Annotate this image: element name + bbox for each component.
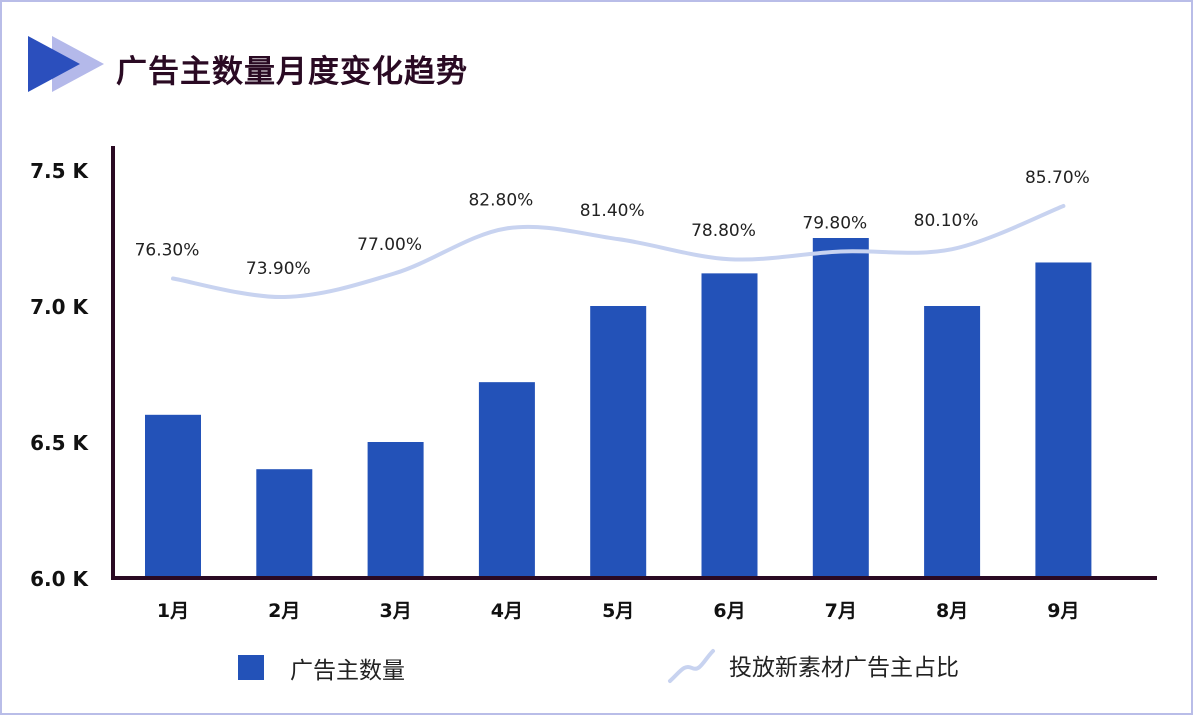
line-data-label: 73.90% bbox=[246, 259, 311, 279]
y-tick-label: 7.5 K bbox=[30, 159, 89, 183]
bar-3月 bbox=[367, 442, 424, 578]
line-data-label: 81.40% bbox=[580, 201, 645, 221]
x-tick-label: 6月 bbox=[713, 600, 745, 622]
line-data-label: 77.00% bbox=[357, 235, 422, 255]
x-tick-label: 2月 bbox=[268, 600, 300, 622]
bar-1月 bbox=[145, 414, 201, 578]
x-tick-label: 1月 bbox=[157, 600, 189, 622]
x-tick-label: 7月 bbox=[825, 600, 857, 622]
legend: 广告主数量 投放新素材广告主占比 bbox=[238, 649, 959, 684]
y-tick-label: 6.5 K bbox=[30, 431, 89, 455]
line-data-label: 78.80% bbox=[691, 221, 756, 241]
legend-line-swatch bbox=[668, 649, 715, 683]
legend-label-bar: 广告主数量 bbox=[290, 658, 405, 684]
line-data-label: 76.30% bbox=[135, 240, 200, 260]
bar-5月 bbox=[590, 306, 647, 578]
chart-title: 广告主数量月度变化趋势 bbox=[116, 54, 468, 90]
legend-label-line: 投放新素材广告主占比 bbox=[729, 655, 959, 681]
bar-9月 bbox=[1035, 262, 1092, 578]
legend-bar-swatch bbox=[238, 655, 264, 680]
bar-8月 bbox=[924, 306, 981, 578]
x-tick-label: 3月 bbox=[379, 600, 411, 622]
y-tick-label: 6.0 K bbox=[30, 567, 89, 591]
line-data-label: 79.80% bbox=[802, 214, 867, 234]
bar-2月 bbox=[256, 469, 313, 578]
bar-7月 bbox=[812, 238, 869, 578]
line-series bbox=[171, 204, 1066, 300]
bar-4月 bbox=[478, 382, 535, 578]
x-tick-label: 9月 bbox=[1047, 600, 1079, 622]
line-data-label: 80.10% bbox=[914, 211, 979, 231]
line-path bbox=[171, 204, 1066, 300]
bar-series bbox=[145, 238, 1092, 578]
x-tick-label: 8月 bbox=[936, 600, 968, 622]
play-arrow-icon bbox=[28, 36, 104, 92]
line-data-label: 85.70% bbox=[1025, 168, 1090, 188]
y-tick-label: 7.0 K bbox=[30, 295, 89, 319]
bar-6月 bbox=[701, 273, 758, 578]
x-tick-label: 4月 bbox=[491, 600, 523, 622]
line-data-label: 82.80% bbox=[468, 190, 533, 210]
x-tick-label: 5月 bbox=[602, 600, 634, 622]
